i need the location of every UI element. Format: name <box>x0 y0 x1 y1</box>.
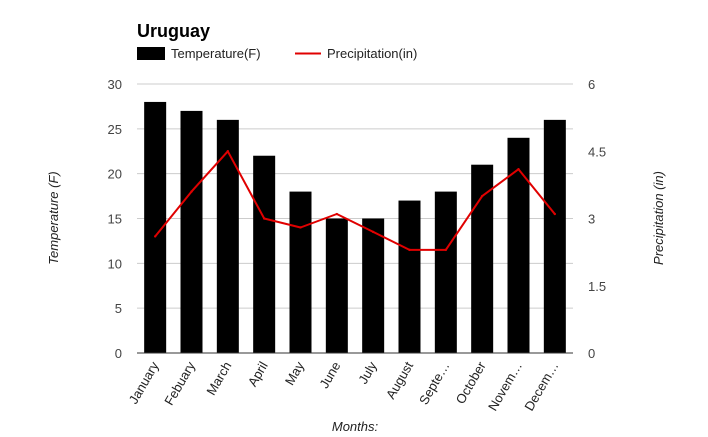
temperature-bars <box>144 101 566 354</box>
legend-label-precipitation: Precipitation(in) <box>327 46 417 61</box>
x-tick-label: Septe… <box>416 359 452 407</box>
temperature-bar <box>507 137 530 353</box>
x-tick-label: May <box>282 359 308 388</box>
grid <box>137 83 573 309</box>
precipitation-point <box>480 194 484 198</box>
x-tick-label: June <box>316 359 343 391</box>
temperature-bar <box>144 101 167 353</box>
y-tick-label: 10 <box>108 256 122 271</box>
legend-swatch-temperature <box>137 47 165 60</box>
precipitation-point <box>153 235 157 238</box>
temperature-bar <box>398 200 421 353</box>
y2-tick-label: 6 <box>588 77 595 92</box>
y-tick-label: 0 <box>115 346 122 361</box>
precipitation-point <box>190 190 193 193</box>
y-tick-label: 15 <box>108 212 122 227</box>
temperature-bar <box>434 191 457 353</box>
x-tick-label: Novem… <box>485 359 525 413</box>
x-tick-label: Febuary <box>161 359 198 408</box>
y-tick-label: 30 <box>108 77 122 92</box>
temperature-bar <box>289 191 312 353</box>
x-tick-label: April <box>245 359 271 389</box>
temperature-bar <box>253 155 276 353</box>
precipitation-point <box>553 212 557 216</box>
y2-tick-label: 1.5 <box>588 279 606 294</box>
precipitation-point <box>262 217 266 220</box>
temperature-bar <box>362 218 385 353</box>
legend: Temperature(F) Precipitation(in) <box>137 46 417 61</box>
chart-title: Uruguay <box>137 21 210 41</box>
temperature-bar <box>325 218 348 353</box>
y-tick-label: 20 <box>108 167 122 182</box>
precipitation-series-line <box>154 150 556 251</box>
x-tick-label: Decem… <box>521 359 561 413</box>
legend-label-temperature: Temperature(F) <box>171 46 261 61</box>
precipitation-point <box>517 167 520 171</box>
x-tick-label: July <box>355 359 380 387</box>
y2-tick-label: 4.5 <box>588 144 606 159</box>
y2-tick-label: 0 <box>588 346 595 361</box>
precipitation-point <box>226 150 230 153</box>
y2-tick-label: 3 <box>588 212 595 227</box>
temperature-bar <box>180 110 203 354</box>
precipitation-point <box>299 226 302 229</box>
precipitation-point <box>335 212 339 216</box>
x-tick-label: March <box>203 359 234 398</box>
precipitation-point <box>444 248 448 252</box>
temperature-bar <box>543 119 566 353</box>
precipitation-line <box>153 150 557 252</box>
temperature-bar <box>216 119 239 353</box>
y-axis-title: Temperature (F) <box>46 171 61 264</box>
y-tick-label: 5 <box>115 301 122 316</box>
precipitation-point <box>408 248 411 252</box>
temperature-bar <box>471 164 494 353</box>
x-tick-label: August <box>383 359 416 402</box>
precipitation-point <box>371 230 375 234</box>
x-tick-label: January <box>126 359 162 407</box>
x-axis-title: Months: <box>332 419 379 434</box>
x-tick-label: October <box>453 358 489 406</box>
y2-axis-title: Precipitation (in) <box>651 171 666 265</box>
y-tick-label: 25 <box>108 122 122 137</box>
